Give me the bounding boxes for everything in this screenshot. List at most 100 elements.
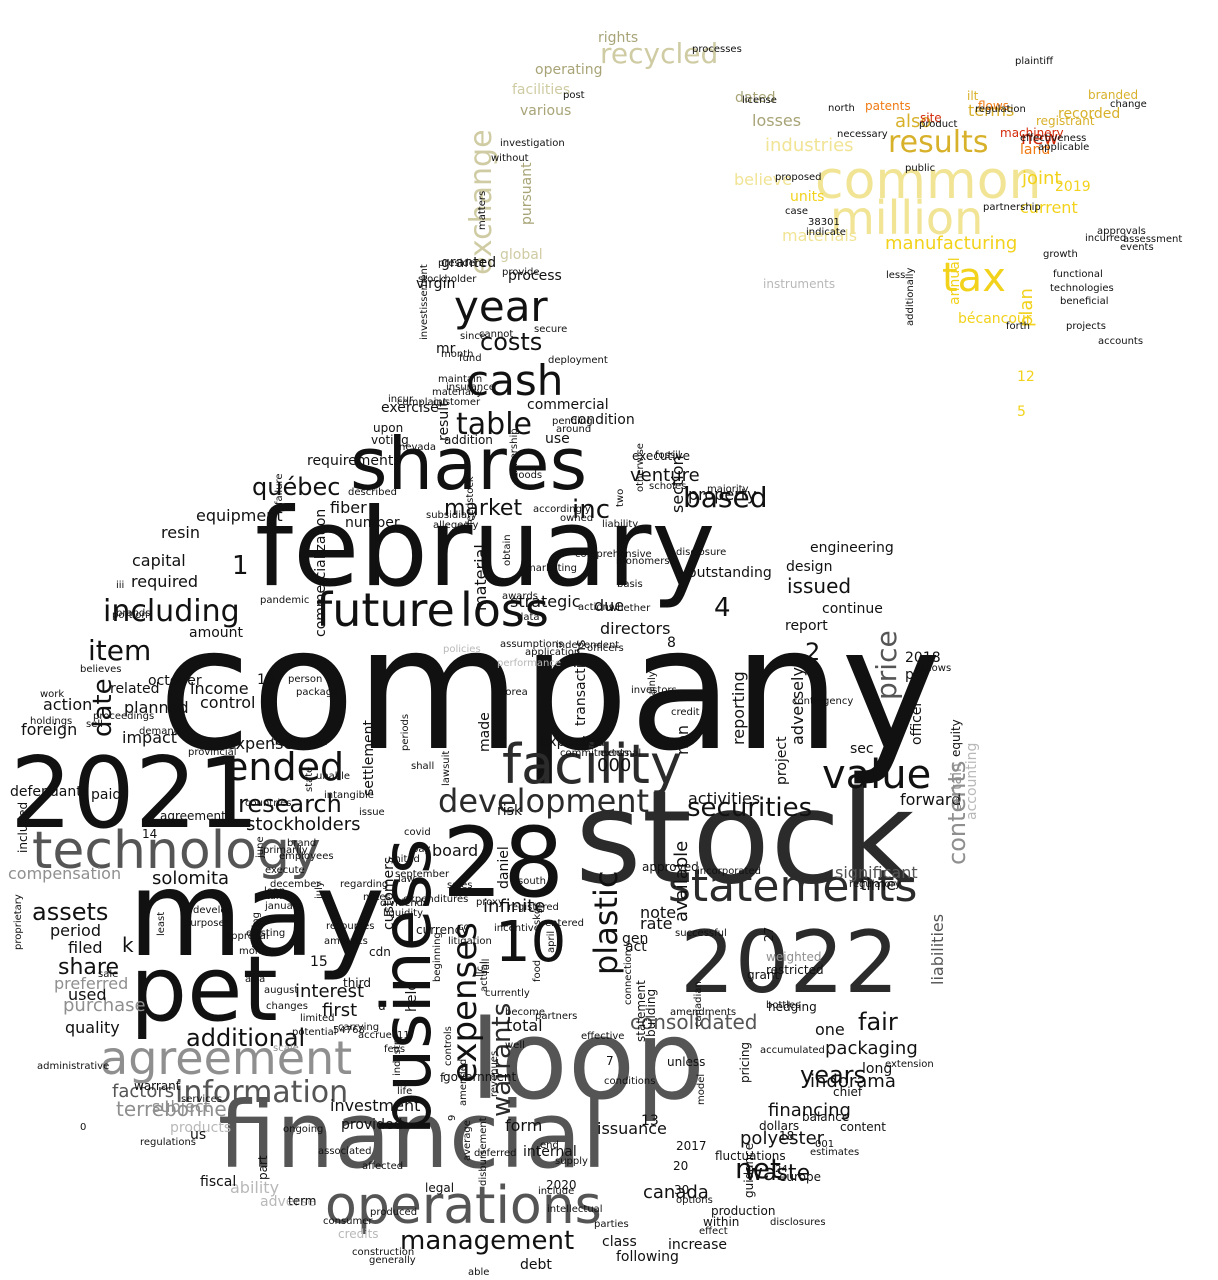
cloud-word: proxy: [476, 897, 504, 908]
cloud-word: pandemic: [260, 595, 310, 606]
cloud-word: branded: [1088, 88, 1139, 102]
cloud-word: non: [673, 724, 692, 755]
cloud-word: generally: [369, 1255, 416, 1266]
cloud-word: ongoing: [283, 1124, 324, 1135]
cloud-word: flows: [978, 99, 1009, 113]
cloud-word: first: [322, 1000, 358, 1021]
cloud-word: defendants: [10, 784, 90, 800]
cloud-word: within: [703, 1215, 740, 1229]
cloud-word: allegedly: [433, 520, 479, 531]
cloud-word: agreement: [100, 1031, 353, 1085]
cloud-word: incurred: [1085, 233, 1127, 244]
cloud-word: 10: [495, 910, 567, 975]
cloud-word: unless: [667, 1055, 706, 1069]
cloud-word: material: [471, 544, 490, 611]
cloud-word: entered: [545, 918, 584, 929]
cloud-word: commitments: [560, 748, 630, 759]
cloud-word: addition: [444, 433, 493, 447]
cloud-word: sales: [447, 880, 473, 891]
cloud-word: goods: [512, 470, 543, 481]
cloud-word: number: [345, 515, 400, 531]
cloud-word: construction: [352, 1247, 415, 1258]
cloud-word: sec: [850, 741, 874, 757]
cloud-word: voting: [371, 433, 409, 447]
cloud-word: production: [711, 1204, 776, 1218]
cloud-word: expected: [540, 734, 605, 750]
cloud-word: proprietary: [13, 894, 24, 950]
cloud-word: months: [239, 946, 277, 957]
cloud-word: develop: [193, 905, 233, 916]
cloud-word: ended: [225, 745, 345, 789]
cloud-word: provide: [502, 267, 540, 278]
cloud-word: korea: [500, 687, 528, 698]
cloud-word: issue: [359, 807, 385, 818]
cloud-word: 18: [779, 1129, 795, 1143]
cloud-word: chief: [833, 1085, 863, 1099]
cloud-word: data: [517, 612, 540, 623]
cloud-word: accounting: [964, 742, 980, 820]
cloud-word: demand: [139, 726, 181, 737]
cloud-word: described: [348, 487, 397, 498]
cloud-word: financial: [218, 1082, 608, 1189]
cloud-word: indicate: [806, 227, 846, 238]
cloud-word: brands: [116, 608, 151, 619]
cloud-word: facility: [502, 733, 682, 796]
cloud-word: functional: [1053, 269, 1103, 280]
cloud-word: 19: [257, 672, 275, 688]
cloud-word: increase: [668, 1237, 728, 1253]
cloud-word: september: [395, 869, 450, 880]
cloud-word: forth: [1006, 321, 1031, 332]
cloud-word: maintain: [438, 374, 483, 385]
cloud-word: us: [190, 1127, 207, 1143]
cloud-word: deployment: [548, 355, 608, 366]
cloud-word: iii: [116, 580, 125, 591]
cloud-word: primarily: [263, 845, 308, 856]
cloud-word: life: [397, 1086, 413, 1097]
cloud-word: project: [774, 736, 790, 785]
cloud-word: contingency: [792, 696, 854, 707]
cloud-word: indorama: [810, 1071, 896, 1092]
cloud-word: use: [545, 431, 570, 447]
cloud-word: reporting: [729, 671, 748, 745]
cloud-word: regulation: [975, 104, 1026, 115]
cloud-word: 2022: [680, 913, 899, 1013]
cloud-word: 2: [805, 638, 821, 666]
cloud-word: required: [131, 572, 199, 591]
cloud-word: canadian: [693, 981, 704, 1027]
cloud-word: significant: [835, 863, 918, 882]
cloud-word: change: [1110, 99, 1147, 110]
cloud-word: post: [563, 90, 585, 101]
cloud-word: connection: [623, 949, 634, 1005]
cloud-word: recorded: [1058, 106, 1121, 122]
cloud-word: necessary: [837, 129, 888, 140]
cloud-word: fiber: [330, 498, 367, 517]
cloud-word: scale: [273, 1043, 299, 1054]
cloud-word: president: [438, 258, 486, 269]
cloud-word: industries: [765, 135, 854, 156]
cloud-word: taxes: [266, 891, 294, 902]
cloud-word: amendments: [670, 1007, 737, 1018]
cloud-word: adverse: [260, 1194, 317, 1210]
cloud-word: obtain: [502, 534, 513, 566]
cloud-word: administrative: [37, 1061, 110, 1072]
cloud-word: accumulated: [760, 1045, 825, 1056]
cloud-word: action: [43, 695, 93, 714]
cloud-word: securities: [687, 793, 813, 823]
cloud-word: investissement: [419, 264, 430, 340]
cloud-word: additional: [186, 1024, 306, 1052]
cloud-word: terms: [968, 101, 1015, 120]
cloud-word: québec: [252, 473, 341, 501]
cloud-word: annual: [947, 257, 963, 305]
cloud-word: million: [830, 191, 984, 245]
cloud-word: 11: [397, 1030, 410, 1041]
cloud-word: provincial: [188, 747, 237, 758]
cloud-word: form: [505, 1116, 543, 1135]
cloud-word: results: [888, 125, 989, 160]
cloud-word: investment: [330, 1096, 421, 1115]
cloud-word: warrant: [134, 1079, 181, 1093]
cloud-word: recycled: [600, 37, 719, 70]
cloud-word: time: [860, 875, 897, 894]
cloud-word: fair: [858, 1008, 898, 1036]
cloud-word: comprehensive: [575, 549, 652, 560]
